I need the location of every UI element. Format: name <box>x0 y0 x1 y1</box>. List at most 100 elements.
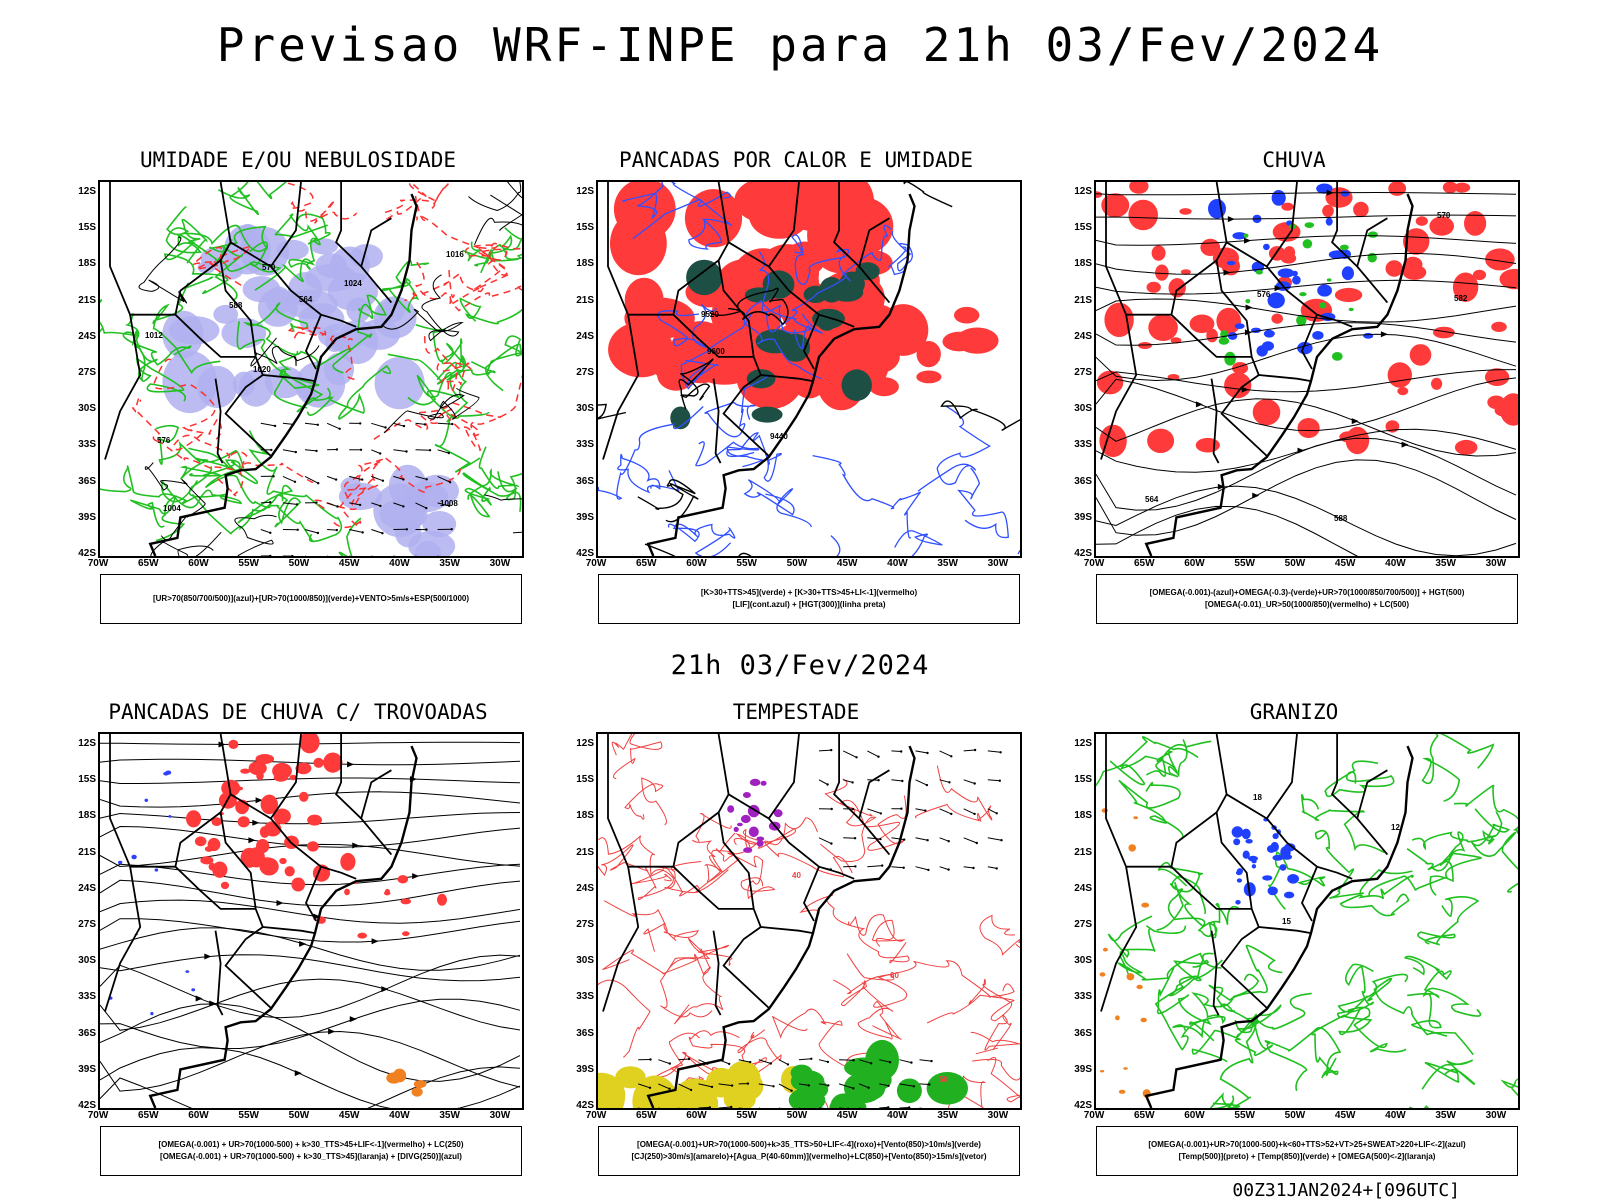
state-border <box>1332 734 1387 855</box>
rain-area-blue-cell <box>1227 261 1236 265</box>
longitude-label: 55W <box>1228 558 1262 569</box>
legend-line: [CJ(250)>30m/s](amarelo)+[Agua_P(40-60mm… <box>599 1151 1019 1163</box>
storm-area-red-east-cell <box>384 891 390 896</box>
wind-vector-head <box>787 1063 789 1065</box>
storm-area-red <box>186 734 356 892</box>
lc850-contour <box>598 734 1020 1108</box>
wind-vector-head <box>852 808 854 810</box>
state-border <box>1259 375 1311 381</box>
storm-area-red-cell <box>272 763 292 779</box>
wind-vector-head <box>996 867 998 869</box>
state-border <box>804 867 819 921</box>
rain-area-red-cell <box>1431 378 1442 390</box>
latitude-label: 33S <box>564 991 594 1002</box>
wind-vector-head <box>880 812 882 814</box>
wind-vector-head <box>361 478 363 480</box>
tempestade-area-purple-cell <box>749 827 759 838</box>
omega500-area-orange-cell <box>1136 985 1142 989</box>
state-border <box>714 931 721 1015</box>
wind-vector-head <box>294 481 296 483</box>
contour-label: 570 <box>262 263 276 272</box>
latitude-label: 24S <box>66 883 96 894</box>
humid-mid-area-cell <box>315 253 347 278</box>
storm-area-orange <box>386 1069 426 1097</box>
longitude-label: 60W <box>181 558 215 569</box>
wind-vector-head <box>649 1058 651 1060</box>
omega500-area-orange-cell <box>1141 1018 1147 1023</box>
convective-area-ocean-cell <box>956 328 999 354</box>
rain-area-red-cell <box>1148 314 1178 341</box>
humid-low-contour-line <box>460 274 522 324</box>
lif-contour-line <box>1018 540 1020 556</box>
rain-area-red-cell <box>1298 418 1320 438</box>
wind-vector-head <box>852 1087 854 1089</box>
wind-vector <box>799 1059 811 1060</box>
lif-contour-line <box>618 454 679 492</box>
rain-area-blue-cell <box>1312 331 1323 340</box>
legend-line: [OMEGA(-0.01)_UR>50(1000/850)(vermelho) … <box>1097 599 1517 611</box>
streamline-arrow <box>276 900 283 906</box>
rain-area-green-cell <box>1244 234 1249 238</box>
latitude-label: 24S <box>66 331 96 342</box>
panel-title: TEMPESTADE <box>556 700 1036 724</box>
tempestade-area-purple-cell <box>737 823 743 827</box>
rain-area-green-cell <box>1224 352 1236 366</box>
streamline-arrow <box>1352 418 1359 424</box>
rain-area-red-cell <box>1397 387 1408 395</box>
lif-contour-line <box>959 468 1009 538</box>
humid-low-contour-line <box>100 282 103 352</box>
longitude-label: 40W <box>382 558 416 569</box>
storm-area-red-east-cell <box>357 933 367 939</box>
wind-vector-head <box>406 528 408 530</box>
lif-contour-line <box>598 407 703 500</box>
temp850-contour-line <box>1503 1068 1518 1108</box>
wind-vector <box>699 1107 710 1108</box>
humid-low-contour-line <box>218 182 291 214</box>
state-border <box>603 867 638 1012</box>
wind-vector-head <box>429 449 431 451</box>
wind-vector-head <box>926 839 928 841</box>
lc850-contour-line <box>849 915 904 947</box>
panel-title: UMIDADE E/OU NEBULOSIDADE <box>58 148 538 172</box>
latitude-label: 30S <box>564 403 594 414</box>
latitude-label: 33S <box>66 991 96 1002</box>
wind-vector-head <box>269 532 271 534</box>
hail-area-blue-cell <box>1233 838 1240 845</box>
longitude-label: 60W <box>1177 1110 1211 1121</box>
omega500-area-orange-cell <box>1103 948 1108 952</box>
panel-title: GRANIZO <box>1054 700 1534 724</box>
storm-area-orange-cell <box>412 1087 423 1096</box>
longitude-label: 65W <box>131 1110 165 1121</box>
omega500-area-orange-cell <box>1133 816 1138 819</box>
wind-vector-head <box>339 428 341 430</box>
legend-line: [OMEGA(-0.001)-(azul)+OMEGA(-0.3)-(verde… <box>1097 587 1517 599</box>
wind-vector <box>916 751 928 753</box>
wind-vector <box>940 751 952 756</box>
jet-area-yellow-cell <box>685 1079 714 1103</box>
hail-area-blue-cell <box>1267 845 1276 853</box>
wind-vector-head <box>291 555 293 556</box>
humid-mid-area-cell <box>284 290 337 320</box>
wind-vector <box>261 423 275 426</box>
contour-label: 1008 <box>440 499 458 508</box>
latitude-label: 12S <box>66 186 96 197</box>
latitude-label: 33S <box>564 439 594 450</box>
wind-vector-head <box>384 426 386 428</box>
rain-area-red-cell <box>1416 216 1428 226</box>
contour-label: 576 <box>1257 290 1271 299</box>
contour-label: 18 <box>1253 793 1262 802</box>
streamline-arrow <box>350 1016 357 1022</box>
legend-line: [Temp(500)](preto) + [Temp(850)](verde) … <box>1097 1151 1517 1163</box>
wind-vector <box>891 780 902 781</box>
wind-vector <box>393 450 406 452</box>
latitude-label: 39S <box>1062 512 1092 523</box>
hail-area-blue-cell <box>1232 826 1244 837</box>
wind-vector-head <box>728 1063 730 1065</box>
rain-area-blue-cell <box>1292 276 1301 285</box>
wind-vector-head <box>887 1106 889 1108</box>
wind-vector-head <box>426 478 428 480</box>
geography <box>105 734 417 1108</box>
wind-vector <box>658 1060 670 1064</box>
wind-vector-head <box>425 507 427 509</box>
